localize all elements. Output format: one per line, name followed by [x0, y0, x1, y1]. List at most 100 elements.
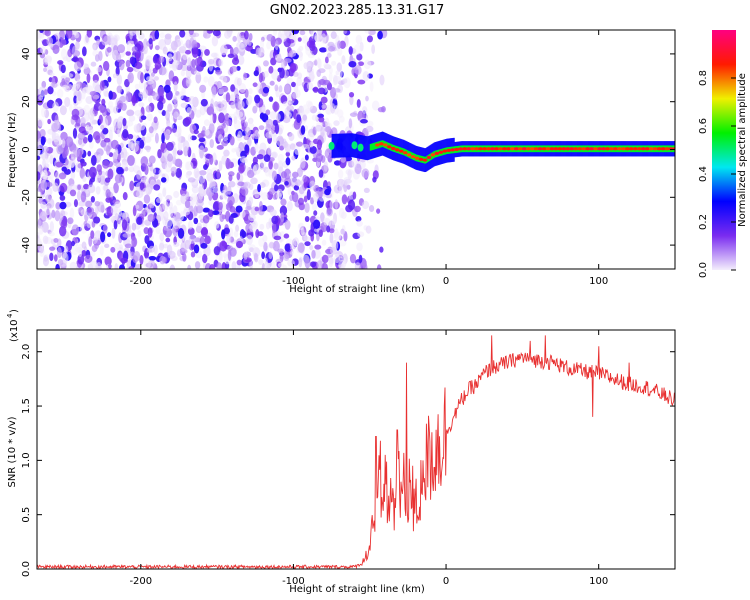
spectrogram-noise-blob	[100, 231, 106, 243]
spectrogram-noise-blob	[311, 249, 316, 259]
carrier-peak	[648, 147, 654, 151]
spectrogram-noise-blob	[99, 80, 105, 91]
spectrogram-noise-blob	[304, 108, 311, 114]
colorbar-tick-label: 0.0	[698, 262, 709, 278]
spectrogram-noise-blob	[38, 86, 47, 98]
spectrogram-noise-blob	[371, 100, 380, 111]
spectrogram-noise-blob	[125, 91, 132, 102]
spectrogram-noise-blob	[301, 143, 310, 150]
svg-text:4: 4	[6, 313, 14, 318]
spectrogram-noise-blob	[258, 259, 264, 265]
y-tick-label: 2.0	[21, 344, 32, 360]
snr-y-ticks: 0.0 0.5 1.0 1.5 2.0	[21, 344, 675, 577]
spectrogram-noise-blob	[209, 138, 215, 149]
spectrogram-noise-blob	[227, 53, 235, 59]
spectrogram-noise-blob	[233, 46, 239, 55]
spectrogram-noise-blob	[284, 219, 291, 230]
y-tick-label: 0	[21, 146, 32, 152]
spectrogram-noise-blob	[321, 104, 327, 109]
carrier-peak	[617, 147, 622, 151]
spectrogram-noise-blob	[203, 30, 208, 38]
spectrogram-noise-blob	[269, 111, 277, 120]
spectrogram-noise-blob	[161, 173, 166, 179]
spectrogram-noise-blob	[368, 204, 375, 213]
spectrogram-noise-blob	[117, 119, 122, 129]
spectrogram-noise-blob	[113, 220, 118, 230]
spectrogram-noise-blob	[236, 32, 242, 43]
spectrogram-noise-blob	[259, 223, 265, 230]
spectrogram-noise-blob	[202, 214, 210, 224]
carrier-peak	[422, 158, 428, 162]
spectrogram-noise-blob	[269, 187, 276, 195]
spectrogram-noise-blob	[365, 120, 374, 127]
spectrogram-noise-blob	[354, 205, 361, 213]
spectrogram-noise-blob	[248, 119, 253, 125]
carrier-peak	[506, 147, 511, 151]
carrier-peak	[518, 147, 523, 151]
spectrogram-noise-blob	[116, 53, 122, 62]
spectrogram-noise-blob	[221, 262, 227, 269]
spectrogram-noise-blob	[334, 199, 339, 209]
spectrogram-noise-blob	[288, 49, 297, 57]
spectrogram-noise-blob	[303, 236, 311, 241]
spectrogram-noise-blob	[177, 134, 181, 143]
spectrogram-noise-blob	[379, 246, 384, 253]
spectrogram-noise-blob	[135, 189, 144, 199]
spectrogram-noise-blob	[166, 244, 173, 256]
spectrogram-noise-blob	[42, 256, 50, 267]
spectrogram-noise-blob	[167, 103, 173, 112]
spectrogram-noise-blob	[60, 38, 67, 46]
spectrogram-noise-blob	[110, 139, 119, 150]
spectrogram-noise-blob	[86, 30, 93, 38]
spectrogram-noise-blob	[122, 192, 128, 201]
spectrogram-noise-blob	[259, 112, 265, 120]
spectrogram-noise-blob	[72, 127, 78, 139]
carrier-core	[371, 143, 373, 151]
spectrogram-noise-blob	[227, 30, 232, 37]
spectrogram-noise-blob	[134, 263, 143, 269]
spectrogram-noise-blob	[313, 210, 318, 216]
spectrogram-noise-blob	[233, 230, 239, 238]
spectrogram-noise-blob	[211, 86, 217, 97]
carrier-peak	[569, 147, 575, 151]
spectrogram-noise-blob	[69, 261, 78, 269]
spectrogram-noise-blob	[138, 32, 145, 40]
spectrogram-noise-blob	[354, 65, 362, 76]
spectrogram-noise-blob	[175, 218, 183, 225]
spectrogram-noise-blob	[298, 257, 303, 268]
spectrogram-noise-blob	[296, 114, 302, 124]
spectrogram-noise-blob	[262, 86, 270, 94]
spectrogram-noise-blob	[89, 91, 97, 96]
x-tick-label: -100	[282, 576, 305, 587]
spectrogram-noise-blob	[188, 30, 194, 36]
spectrogram-noise-blob	[248, 88, 253, 95]
spectrogram-noise-blob	[194, 58, 201, 67]
carrier-peak	[613, 147, 618, 151]
spectrogram-noise-blob	[282, 101, 291, 107]
spectrogram-noise-blob	[124, 243, 132, 249]
carrier-halo	[366, 136, 368, 161]
spectrogram-noise-blob	[308, 70, 315, 82]
spectrogram-noise-blob	[163, 212, 169, 218]
spectrogram-noise-blob	[245, 234, 253, 246]
spectrogram-noise-blob	[153, 116, 158, 124]
spectrogram-noise-blob	[144, 164, 149, 176]
spectrogram-noise-blob	[303, 62, 309, 70]
spectrogram-noise-blob	[229, 206, 236, 213]
spectrogram-noise-blob	[129, 30, 137, 36]
spectrogram-noise-blob	[59, 105, 67, 116]
spectrogram-noise-blob	[235, 224, 240, 232]
spectrogram-noise-blob	[263, 60, 269, 67]
spectrogram-noise-blob	[175, 51, 181, 62]
spectrogram-noise-blob	[298, 186, 305, 195]
spectrogram-noise-blob	[352, 68, 357, 74]
spectrogram-noise-blob	[40, 201, 47, 209]
spectrogram-noise-blob	[307, 53, 315, 59]
spectrogram-noise-blob	[121, 102, 127, 111]
carrier-halo	[337, 133, 340, 158]
spectrogram-noise-blob	[92, 44, 97, 51]
spectrogram-noise-blob	[261, 251, 266, 260]
spectrogram-noise-blob	[149, 202, 155, 209]
y-tick-label: 1.0	[21, 452, 32, 468]
spectrogram-noise-blob	[236, 240, 244, 249]
